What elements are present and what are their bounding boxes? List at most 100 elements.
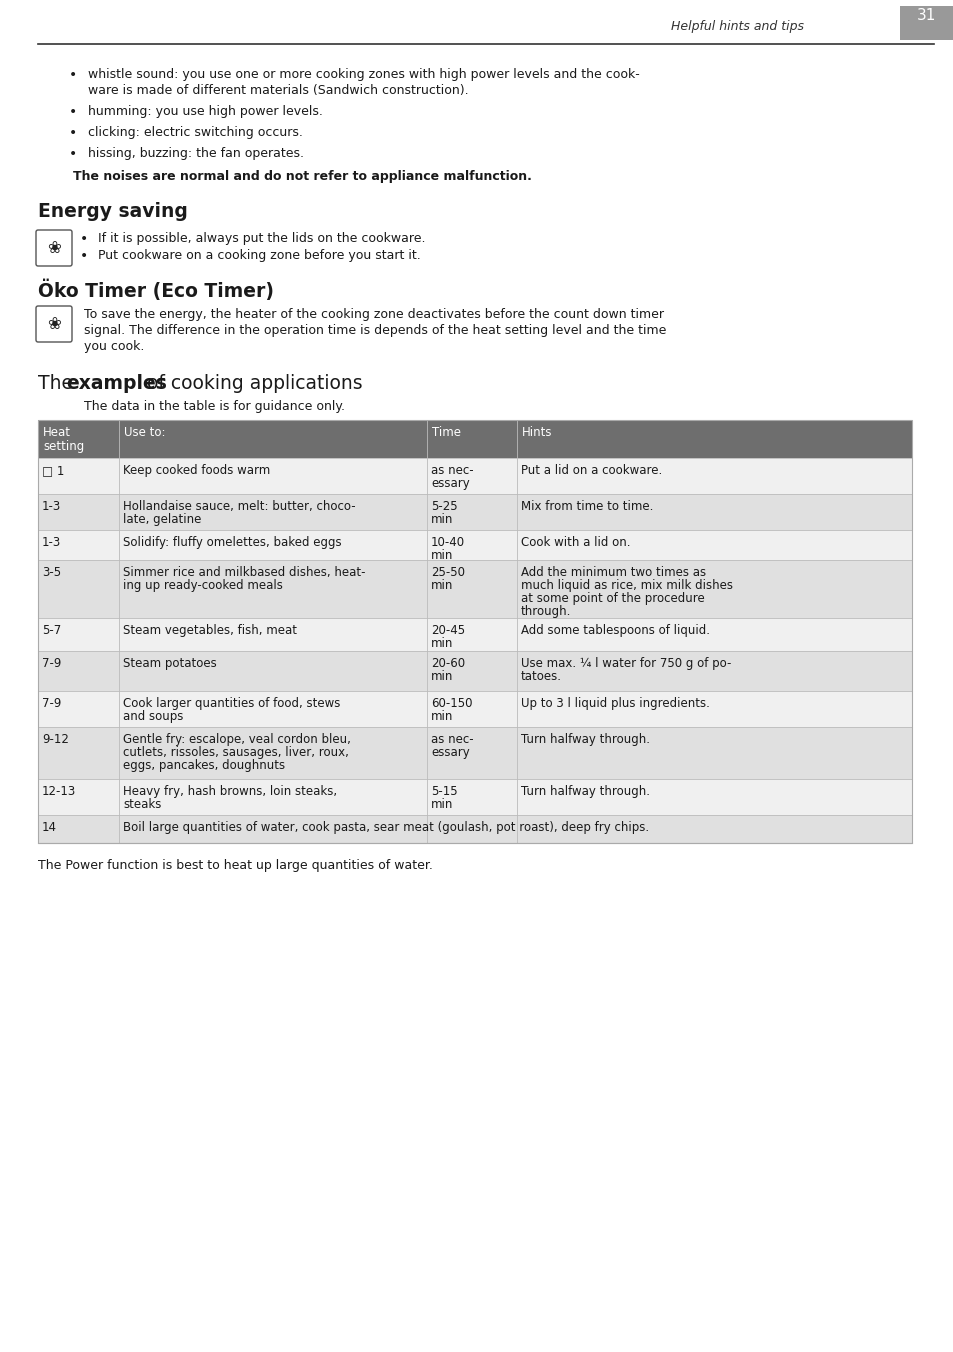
- Bar: [38, 652, 911, 691]
- Text: Steam potatoes: Steam potatoes: [123, 657, 216, 671]
- Text: Steam vegetables, fish, meat: Steam vegetables, fish, meat: [123, 625, 297, 637]
- Text: essary: essary: [431, 746, 469, 758]
- Bar: [38, 560, 911, 618]
- Text: whistle sound: you use one or more cooking zones with high power levels and the : whistle sound: you use one or more cooki…: [88, 68, 639, 81]
- Text: The: The: [38, 375, 79, 393]
- Text: 14: 14: [42, 821, 57, 834]
- Text: 7-9: 7-9: [42, 698, 61, 710]
- Text: Turn halfway through.: Turn halfway through.: [520, 786, 649, 798]
- Text: steaks: steaks: [123, 798, 161, 811]
- Text: Öko Timer (Eco Timer): Öko Timer (Eco Timer): [38, 280, 274, 301]
- Text: 1-3: 1-3: [42, 500, 61, 512]
- Text: □ 1: □ 1: [42, 464, 64, 477]
- Bar: [38, 618, 911, 652]
- Text: 10-40: 10-40: [431, 535, 464, 549]
- Text: Put cookware on a cooking zone before you start it.: Put cookware on a cooking zone before yo…: [98, 249, 420, 262]
- Text: If it is possible, always put the lids on the cookware.: If it is possible, always put the lids o…: [98, 233, 425, 245]
- Bar: [38, 493, 911, 530]
- Text: late, gelatine: late, gelatine: [123, 512, 201, 526]
- Text: Time: Time: [432, 426, 460, 439]
- Text: 20-60: 20-60: [431, 657, 464, 671]
- Text: min: min: [431, 710, 453, 723]
- Text: Hollandaise sauce, melt: butter, choco-: Hollandaise sauce, melt: butter, choco-: [123, 500, 355, 512]
- Text: 12-13: 12-13: [42, 786, 76, 798]
- Text: •: •: [69, 126, 77, 141]
- Text: you cook.: you cook.: [84, 339, 144, 353]
- Text: cutlets, rissoles, sausages, liver, roux,: cutlets, rissoles, sausages, liver, roux…: [123, 746, 349, 758]
- Text: Hints: Hints: [521, 426, 552, 439]
- Text: Up to 3 l liquid plus ingredients.: Up to 3 l liquid plus ingredients.: [520, 698, 709, 710]
- Text: min: min: [431, 798, 453, 811]
- Text: ❀: ❀: [47, 315, 61, 333]
- Text: tatoes.: tatoes.: [520, 671, 561, 683]
- Text: examples: examples: [66, 375, 167, 393]
- Text: at some point of the procedure: at some point of the procedure: [520, 592, 704, 604]
- Text: much liquid as rice, mix milk dishes: much liquid as rice, mix milk dishes: [520, 579, 732, 592]
- Text: as nec-: as nec-: [431, 733, 473, 746]
- Text: Boil large quantities of water, cook pasta, sear meat (goulash, pot roast), deep: Boil large quantities of water, cook pas…: [123, 821, 649, 834]
- Text: hissing, buzzing: the fan operates.: hissing, buzzing: the fan operates.: [88, 147, 304, 160]
- Text: Use to:: Use to:: [124, 426, 166, 439]
- Text: Add some tablespoons of liquid.: Add some tablespoons of liquid.: [520, 625, 709, 637]
- Text: Keep cooked foods warm: Keep cooked foods warm: [123, 464, 271, 477]
- Text: •: •: [69, 68, 77, 82]
- Text: The Power function is best to heat up large quantities of water.: The Power function is best to heat up la…: [38, 859, 433, 872]
- Text: Energy saving: Energy saving: [38, 201, 188, 220]
- Text: Heat: Heat: [43, 426, 71, 439]
- Text: The data in the table is for guidance only.: The data in the table is for guidance on…: [84, 400, 345, 412]
- Text: 9-12: 9-12: [42, 733, 69, 746]
- Text: Add the minimum two times as: Add the minimum two times as: [520, 566, 705, 579]
- Text: •: •: [69, 105, 77, 119]
- FancyBboxPatch shape: [36, 230, 71, 266]
- Bar: [38, 420, 911, 844]
- Text: 5-15: 5-15: [431, 786, 457, 798]
- Text: of cooking applications: of cooking applications: [141, 375, 362, 393]
- Text: 1-3: 1-3: [42, 535, 61, 549]
- Text: Put a lid on a cookware.: Put a lid on a cookware.: [520, 464, 661, 477]
- Bar: [38, 420, 911, 458]
- Text: ing up ready-cooked meals: ing up ready-cooked meals: [123, 579, 283, 592]
- Text: essary: essary: [431, 477, 469, 489]
- Text: Turn halfway through.: Turn halfway through.: [520, 733, 649, 746]
- Text: 20-45: 20-45: [431, 625, 464, 637]
- Text: Gentle fry: escalope, veal cordon bleu,: Gentle fry: escalope, veal cordon bleu,: [123, 733, 351, 746]
- Text: signal. The difference in the operation time is depends of the heat setting leve: signal. The difference in the operation …: [84, 324, 666, 337]
- Text: eggs, pancakes, doughnuts: eggs, pancakes, doughnuts: [123, 758, 285, 772]
- Text: Heavy fry, hash browns, loin steaks,: Heavy fry, hash browns, loin steaks,: [123, 786, 337, 798]
- Text: min: min: [431, 637, 453, 650]
- Bar: [38, 815, 911, 844]
- Text: Cook with a lid on.: Cook with a lid on.: [520, 535, 630, 549]
- Text: 60-150: 60-150: [431, 698, 472, 710]
- Text: Simmer rice and milkbased dishes, heat-: Simmer rice and milkbased dishes, heat-: [123, 566, 365, 579]
- Text: 5-25: 5-25: [431, 500, 457, 512]
- Text: Mix from time to time.: Mix from time to time.: [520, 500, 653, 512]
- Bar: [38, 779, 911, 815]
- Text: Use max. ¼ l water for 750 g of po-: Use max. ¼ l water for 750 g of po-: [520, 657, 731, 671]
- Text: min: min: [431, 549, 453, 562]
- Text: clicking: electric switching occurs.: clicking: electric switching occurs.: [88, 126, 302, 139]
- Text: min: min: [431, 512, 453, 526]
- Text: •: •: [80, 249, 88, 264]
- Text: as nec-: as nec-: [431, 464, 473, 477]
- Text: ware is made of different materials (Sandwich construction).: ware is made of different materials (San…: [88, 84, 468, 97]
- Bar: [38, 691, 911, 727]
- Text: Solidify: fluffy omelettes, baked eggs: Solidify: fluffy omelettes, baked eggs: [123, 535, 341, 549]
- FancyBboxPatch shape: [36, 306, 71, 342]
- Bar: [38, 727, 911, 779]
- Text: To save the energy, the heater of the cooking zone deactivates before the count : To save the energy, the heater of the co…: [84, 308, 663, 320]
- Bar: [38, 458, 911, 493]
- Text: The noises are normal and do not refer to appliance malfunction.: The noises are normal and do not refer t…: [73, 170, 532, 183]
- Text: min: min: [431, 671, 453, 683]
- Text: humming: you use high power levels.: humming: you use high power levels.: [88, 105, 322, 118]
- Text: setting: setting: [43, 439, 84, 453]
- Text: •: •: [80, 233, 88, 246]
- Text: Helpful hints and tips: Helpful hints and tips: [670, 20, 803, 32]
- Text: ❀: ❀: [47, 239, 61, 257]
- Text: through.: through.: [520, 604, 571, 618]
- Text: Cook larger quantities of food, stews: Cook larger quantities of food, stews: [123, 698, 340, 710]
- Text: min: min: [431, 579, 453, 592]
- Text: 7-9: 7-9: [42, 657, 61, 671]
- Text: 25-50: 25-50: [431, 566, 464, 579]
- Text: •: •: [69, 147, 77, 161]
- Text: 31: 31: [917, 8, 936, 23]
